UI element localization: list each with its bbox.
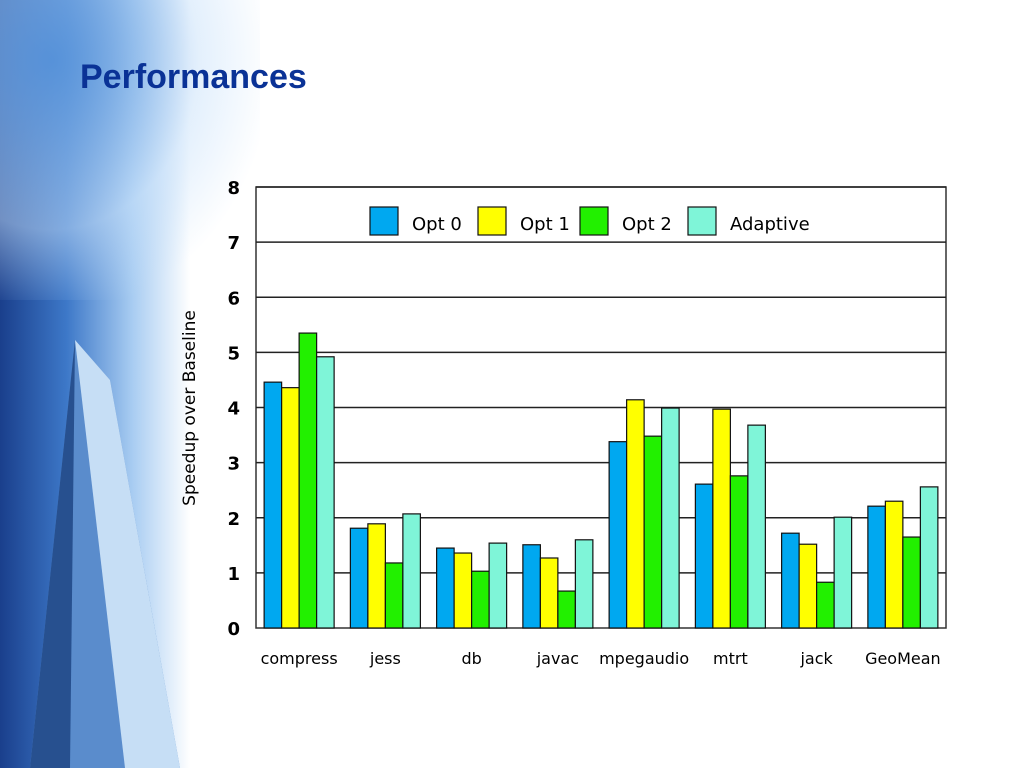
legend-label: Opt 2: [622, 214, 672, 235]
bar-opt-1-jess: [367, 523, 386, 629]
bar-opt-2-compress: [298, 332, 318, 629]
y-tick-label: 6: [227, 288, 240, 309]
bar-opt-1-geomean: [884, 500, 904, 629]
y-tick-label: 4: [227, 399, 240, 420]
bar-opt-0-geomean: [867, 505, 886, 629]
bar-opt-2-jack: [816, 581, 835, 629]
legend-swatch: [477, 206, 507, 236]
bar-opt-0-jess: [349, 527, 369, 629]
bar-opt-1-jack: [798, 543, 818, 629]
y-tick-label: 0: [227, 619, 240, 640]
legend-swatch: [369, 206, 399, 236]
bar-opt-1-javac: [539, 557, 559, 629]
bar-opt-0-mtrt: [694, 483, 714, 629]
bar-adaptive-javac: [574, 539, 594, 629]
y-tick-label: 8: [227, 178, 240, 199]
bar-opt-0-compress: [263, 381, 283, 629]
y-tick-label: 1: [227, 564, 240, 585]
bar-opt-0-mpegaudio: [608, 441, 628, 629]
legend-label: Adaptive: [730, 214, 810, 235]
bar-opt-0-jack: [781, 532, 800, 629]
bar-opt-1-db: [453, 552, 473, 629]
bar-opt-2-javac: [557, 590, 576, 629]
x-tick-label: mpegaudio: [599, 649, 689, 668]
x-tick-label: mtrt: [713, 649, 748, 668]
bar-opt-2-mtrt: [729, 475, 749, 629]
bar-opt-2-geomean: [902, 536, 921, 629]
bar-adaptive-compress: [316, 356, 335, 629]
x-tick-label: javac: [536, 649, 579, 668]
bar-opt-2-jess: [384, 562, 404, 629]
bar-adaptive-mpegaudio: [661, 407, 680, 629]
bar-opt-2-mpegaudio: [643, 435, 663, 629]
bar-opt-1-compress: [281, 387, 300, 629]
background-decoration-glow: [0, 0, 260, 300]
bar-adaptive-mtrt: [747, 424, 766, 629]
bar-opt-1-mtrt: [712, 408, 731, 629]
y-tick-label: 3: [227, 454, 240, 475]
bar-opt-0-db: [436, 547, 455, 629]
tower-image: [30, 340, 180, 768]
x-tick-label: jess: [369, 649, 401, 668]
x-tick-label: db: [461, 649, 481, 668]
bar-adaptive-geomean: [919, 486, 939, 629]
slide-title: Performances: [80, 58, 307, 96]
y-tick-label: 7: [227, 233, 240, 254]
bar-adaptive-jess: [402, 513, 421, 629]
x-tick-label: GeoMean: [865, 649, 941, 668]
y-tick-label: 5: [227, 343, 240, 364]
x-tick-label: jack: [799, 649, 833, 668]
legend-swatch: [579, 206, 609, 236]
legend-swatch: [687, 206, 717, 236]
bar-opt-1-mpegaudio: [626, 399, 645, 629]
legend-label: Opt 0: [412, 214, 462, 235]
bar-opt-2-db: [471, 570, 490, 629]
x-tick-label: compress: [261, 649, 338, 668]
bar-opt-0-javac: [522, 544, 541, 629]
bar-adaptive-jack: [833, 516, 853, 629]
y-axis-label: Speedup over Baseline: [180, 310, 200, 506]
y-tick-label: 2: [227, 509, 240, 530]
bar-adaptive-db: [488, 542, 508, 629]
legend-label: Opt 1: [520, 214, 570, 235]
